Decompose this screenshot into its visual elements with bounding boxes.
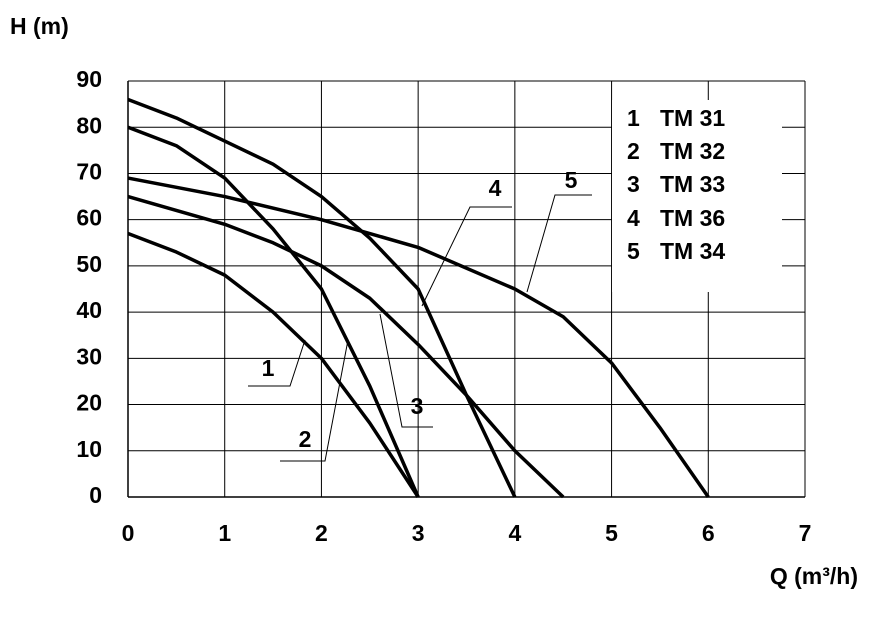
x-tick-label: 6 — [702, 520, 715, 546]
curve — [127, 231, 420, 498]
callout-line — [248, 339, 306, 387]
x-axis-title: Q (m³/h) — [770, 563, 858, 589]
y-tick-label: 20 — [76, 390, 102, 416]
legend-number: 1 — [627, 105, 640, 131]
x-tick-label: 4 — [508, 520, 521, 546]
x-tick-label: 1 — [218, 520, 231, 546]
x-tick-label: 5 — [605, 520, 618, 546]
curve-label: 2 — [299, 426, 312, 452]
callout-line — [280, 339, 349, 462]
y-tick-label: 10 — [76, 436, 102, 462]
legend-number: 5 — [627, 238, 640, 264]
y-tick-label: 70 — [76, 159, 102, 185]
x-tick-label: 2 — [315, 520, 328, 546]
legend-label: TM 34 — [660, 238, 725, 264]
curve — [127, 176, 710, 499]
curve-label: 3 — [411, 393, 424, 419]
curve-label: 5 — [565, 167, 578, 193]
y-tick-label: 40 — [76, 297, 102, 323]
legend-number: 2 — [627, 138, 640, 164]
x-tick-label: 3 — [412, 520, 425, 546]
callout-line — [421, 206, 512, 307]
callout-line — [526, 194, 592, 293]
y-tick-label: 0 — [89, 482, 102, 508]
curve — [127, 194, 565, 499]
y-tick-label: 50 — [76, 251, 102, 277]
legend-label: TM 33 — [660, 171, 725, 197]
curve-label: 4 — [489, 175, 502, 201]
legend-label: TM 36 — [660, 205, 725, 231]
callout-line — [379, 313, 433, 428]
y-axis-title: H (m) — [10, 13, 69, 39]
legend-label: TM 31 — [660, 105, 725, 131]
x-tick-label: 7 — [799, 520, 812, 546]
y-tick-label: 30 — [76, 343, 102, 369]
curve — [127, 125, 420, 498]
curve — [127, 97, 517, 498]
y-tick-label: 90 — [76, 66, 102, 92]
legend-label: TM 32 — [660, 138, 725, 164]
y-tick-label: 60 — [76, 205, 102, 231]
legend-number: 4 — [627, 205, 640, 231]
legend-box — [612, 100, 782, 292]
y-tick-label: 80 — [76, 112, 102, 138]
legend-number: 3 — [627, 171, 640, 197]
x-tick-label: 0 — [122, 520, 135, 546]
curve-label: 1 — [262, 355, 275, 381]
